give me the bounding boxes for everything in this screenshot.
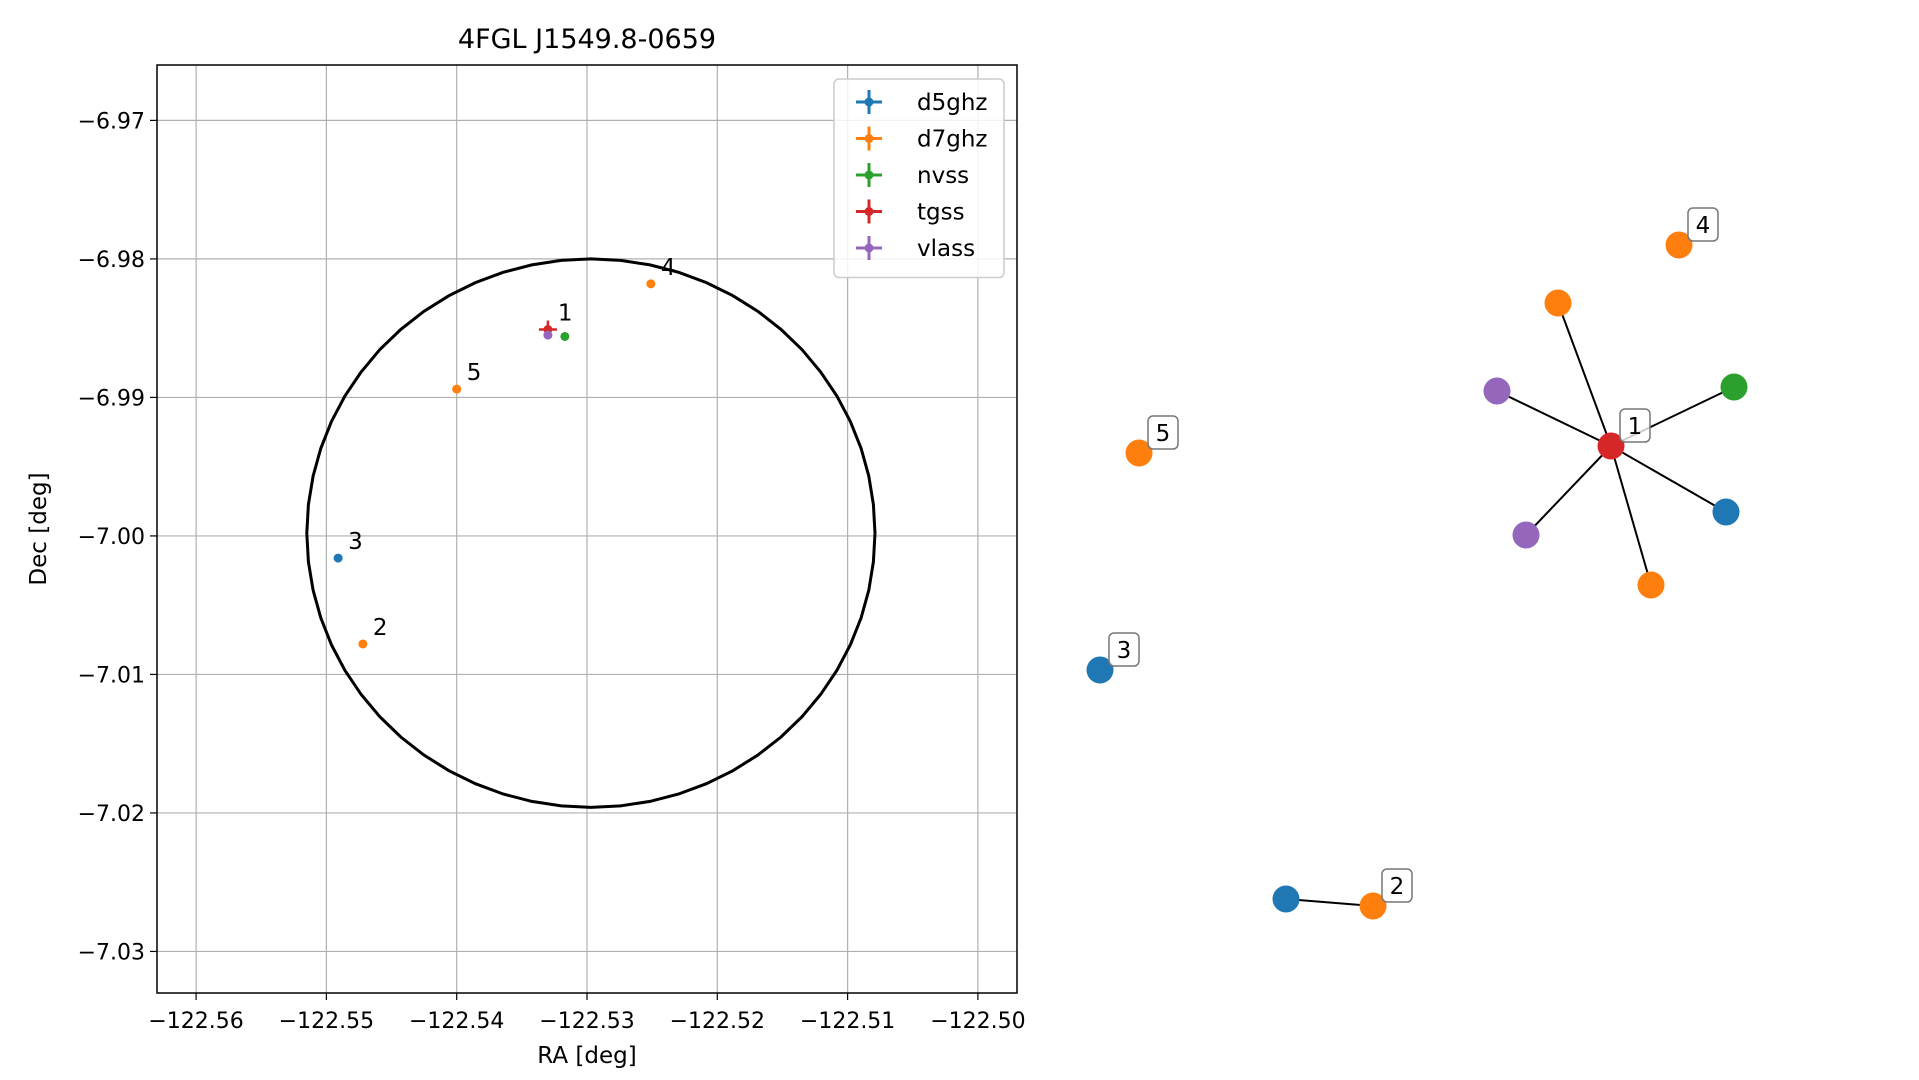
y-tick-label: −7.01 bbox=[78, 663, 145, 688]
point-nvss bbox=[560, 331, 570, 341]
network-edge bbox=[1525, 445, 1612, 536]
axis-ticks: −122.56 −122.55 −122.54 −122.53 −122.52 −122.… bbox=[78, 109, 1026, 1034]
network-node-d7ghz bbox=[1359, 892, 1387, 920]
legend-label: d5ghz bbox=[917, 90, 987, 116]
legend-label: vlass bbox=[917, 236, 975, 262]
point-label: 1 bbox=[558, 301, 573, 327]
legend-label: tgss bbox=[917, 200, 965, 226]
network-node-vlass bbox=[1512, 521, 1540, 549]
network-graph: 1 4 5 3 2 bbox=[1086, 207, 1748, 920]
y-tick-label: −7.00 bbox=[78, 525, 145, 550]
point-d7ghz bbox=[646, 279, 656, 289]
network-node-vlass bbox=[1483, 377, 1511, 405]
y-tick-label: −7.03 bbox=[78, 940, 145, 965]
point-label: 2 bbox=[373, 615, 388, 641]
x-tick-label: −122.56 bbox=[148, 1009, 243, 1034]
legend-box bbox=[833, 78, 1005, 279]
point-label: 3 bbox=[348, 529, 363, 555]
legend-label: nvss bbox=[917, 163, 969, 189]
legend-marker-dot bbox=[864, 170, 874, 180]
chart-title: 4FGL J1549.8-0659 bbox=[458, 24, 716, 55]
legend-marker-dot bbox=[864, 243, 874, 253]
x-tick-label: −122.51 bbox=[800, 1009, 895, 1034]
network-label-box bbox=[1687, 207, 1719, 242]
network-label-box bbox=[1381, 868, 1413, 903]
network-labels: 1 4 5 3 2 bbox=[1108, 207, 1719, 903]
legend: d5ghz d7ghz nvss tgss vlass bbox=[833, 78, 1005, 279]
legend-marker-dot bbox=[864, 207, 874, 216]
point-label: 5 bbox=[467, 360, 482, 386]
network-node-d5ghz bbox=[1086, 656, 1114, 684]
y-tick-label: −7.02 bbox=[78, 802, 145, 827]
network-node-d7ghz bbox=[1665, 231, 1693, 259]
network-edge bbox=[1557, 302, 1612, 447]
network-node-label: 3 bbox=[1117, 638, 1132, 664]
point-d7ghz bbox=[358, 639, 368, 649]
network-node-d7ghz bbox=[1125, 439, 1153, 467]
y-tick-label: −6.99 bbox=[78, 386, 145, 411]
point-label: 4 bbox=[661, 255, 676, 281]
network-label-box bbox=[1147, 415, 1179, 450]
network-node-label: 5 bbox=[1156, 421, 1171, 447]
network-edge bbox=[1285, 898, 1374, 907]
network-node-d5ghz bbox=[1712, 498, 1740, 526]
network-nodes bbox=[1086, 231, 1748, 920]
network-node-label: 1 bbox=[1628, 414, 1643, 440]
point-d5ghz bbox=[333, 553, 343, 563]
legend-label: d7ghz bbox=[917, 127, 987, 153]
x-tick-label: −122.53 bbox=[539, 1009, 634, 1034]
x-tick-label: −122.54 bbox=[409, 1009, 504, 1034]
legend-marker-dot bbox=[864, 97, 874, 107]
point-vlass bbox=[543, 330, 553, 340]
x-tick-label: −122.52 bbox=[670, 1009, 765, 1034]
network-node-d5ghz bbox=[1272, 885, 1300, 913]
network-node-d7ghz bbox=[1637, 571, 1665, 599]
y-axis-label: Dec [deg] bbox=[26, 472, 52, 585]
network-edges bbox=[1285, 302, 1735, 907]
network-node-tgss bbox=[1597, 432, 1625, 460]
network-label-box bbox=[1619, 408, 1651, 443]
y-tick-label: −6.98 bbox=[78, 248, 145, 273]
network-edge bbox=[1610, 445, 1727, 513]
x-tick-label: −122.50 bbox=[930, 1009, 1025, 1034]
network-node-d7ghz bbox=[1544, 289, 1572, 317]
network-node-nvss bbox=[1720, 373, 1748, 401]
network-edge bbox=[1496, 390, 1612, 447]
network-node-label: 2 bbox=[1390, 874, 1405, 900]
network-label-box bbox=[1108, 632, 1140, 667]
legend-marker-dot bbox=[864, 134, 874, 143]
point-d7ghz bbox=[452, 384, 462, 394]
data-points: 3 4 5 2 1 bbox=[333, 255, 676, 649]
y-tick-label: −6.97 bbox=[78, 109, 145, 134]
uncertainty-ellipse bbox=[305, 257, 877, 809]
x-axis-label: RA [deg] bbox=[537, 1043, 636, 1069]
network-edge bbox=[1610, 445, 1652, 586]
network-node-label: 4 bbox=[1696, 213, 1711, 239]
ellipse-outline bbox=[305, 257, 877, 809]
x-tick-label: −122.55 bbox=[279, 1009, 374, 1034]
